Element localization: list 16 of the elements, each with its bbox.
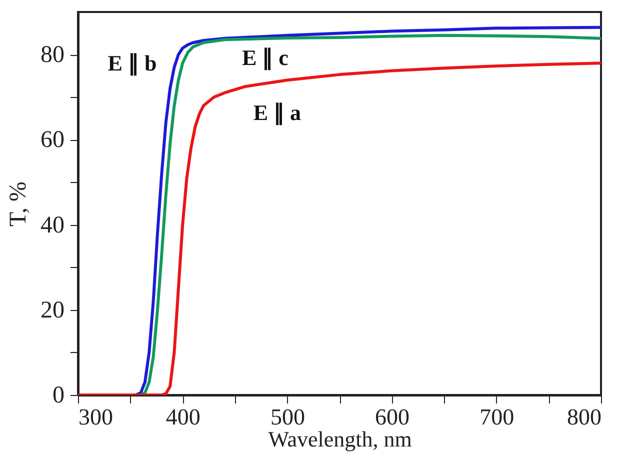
x-tick-label: 300 xyxy=(78,404,113,430)
x-tick-label: 400 xyxy=(166,404,200,430)
x-tick-label: 700 xyxy=(480,404,514,430)
x-tick-label: 500 xyxy=(270,404,305,430)
series-label: E ∥ c xyxy=(242,44,289,71)
x-axis-title: Wavelength, nm xyxy=(268,426,412,452)
series-label: E ∥ b xyxy=(108,50,157,76)
y-tick-label: 80 xyxy=(40,42,64,68)
y-tick-label: 40 xyxy=(40,212,64,238)
series-label: E ∥ a xyxy=(253,100,302,126)
y-tick-label: 60 xyxy=(40,127,64,154)
x-tick-label: 800 xyxy=(567,404,602,430)
y-tick-label: 20 xyxy=(40,297,64,324)
y-tick-label: 0 xyxy=(52,382,64,408)
y-axis-title: T, % xyxy=(6,182,32,226)
x-tick-label: 600 xyxy=(375,404,410,430)
